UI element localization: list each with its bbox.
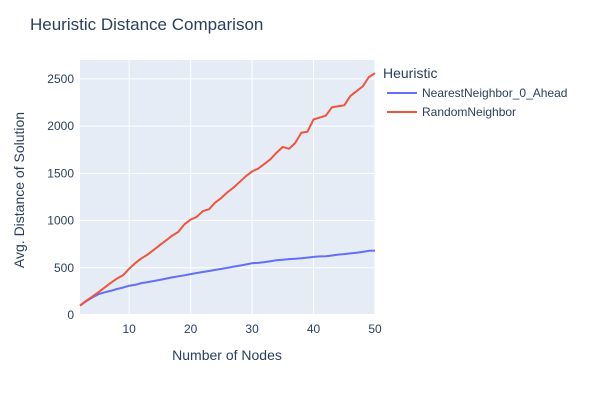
y-tick-label: 500 bbox=[54, 261, 74, 275]
y-tick-label: 2500 bbox=[47, 72, 74, 86]
x-tick-label: 10 bbox=[122, 322, 136, 336]
legend-item[interactable]: RandomNeighbor bbox=[387, 105, 516, 119]
legend-label: RandomNeighbor bbox=[422, 105, 516, 119]
y-tick-label: 0 bbox=[67, 308, 74, 322]
legend-item[interactable]: NearestNeighbor_0_Ahead bbox=[387, 86, 567, 100]
x-tick-label: 40 bbox=[307, 322, 321, 336]
legend[interactable]: Heuristic NearestNeighbor_0_Ahead RandomN… bbox=[383, 65, 567, 119]
y-tick-label: 1500 bbox=[47, 166, 74, 180]
y-axis-label: Avg. Distance of Solution bbox=[11, 112, 27, 268]
x-axis-label: Number of Nodes bbox=[172, 347, 282, 363]
legend-label: NearestNeighbor_0_Ahead bbox=[422, 86, 567, 100]
series-line-1 bbox=[79, 72, 376, 307]
x-tick-label: 20 bbox=[184, 322, 198, 336]
y-tick-label: 2000 bbox=[47, 119, 74, 133]
series-line-0 bbox=[79, 249, 376, 307]
y-axis-ticks: 0 500 1000 1500 2000 2500 bbox=[47, 72, 74, 322]
x-axis-ticks: 10 20 30 40 50 bbox=[122, 322, 382, 336]
plot-area bbox=[80, 60, 375, 315]
x-tick-label: 30 bbox=[245, 322, 259, 336]
x-tick-label: 50 bbox=[368, 322, 382, 336]
series-lines bbox=[79, 72, 376, 307]
legend-title: Heuristic bbox=[383, 65, 437, 81]
y-tick-label: 1000 bbox=[47, 214, 74, 228]
chart-title: Heuristic Distance Comparison bbox=[30, 15, 263, 34]
